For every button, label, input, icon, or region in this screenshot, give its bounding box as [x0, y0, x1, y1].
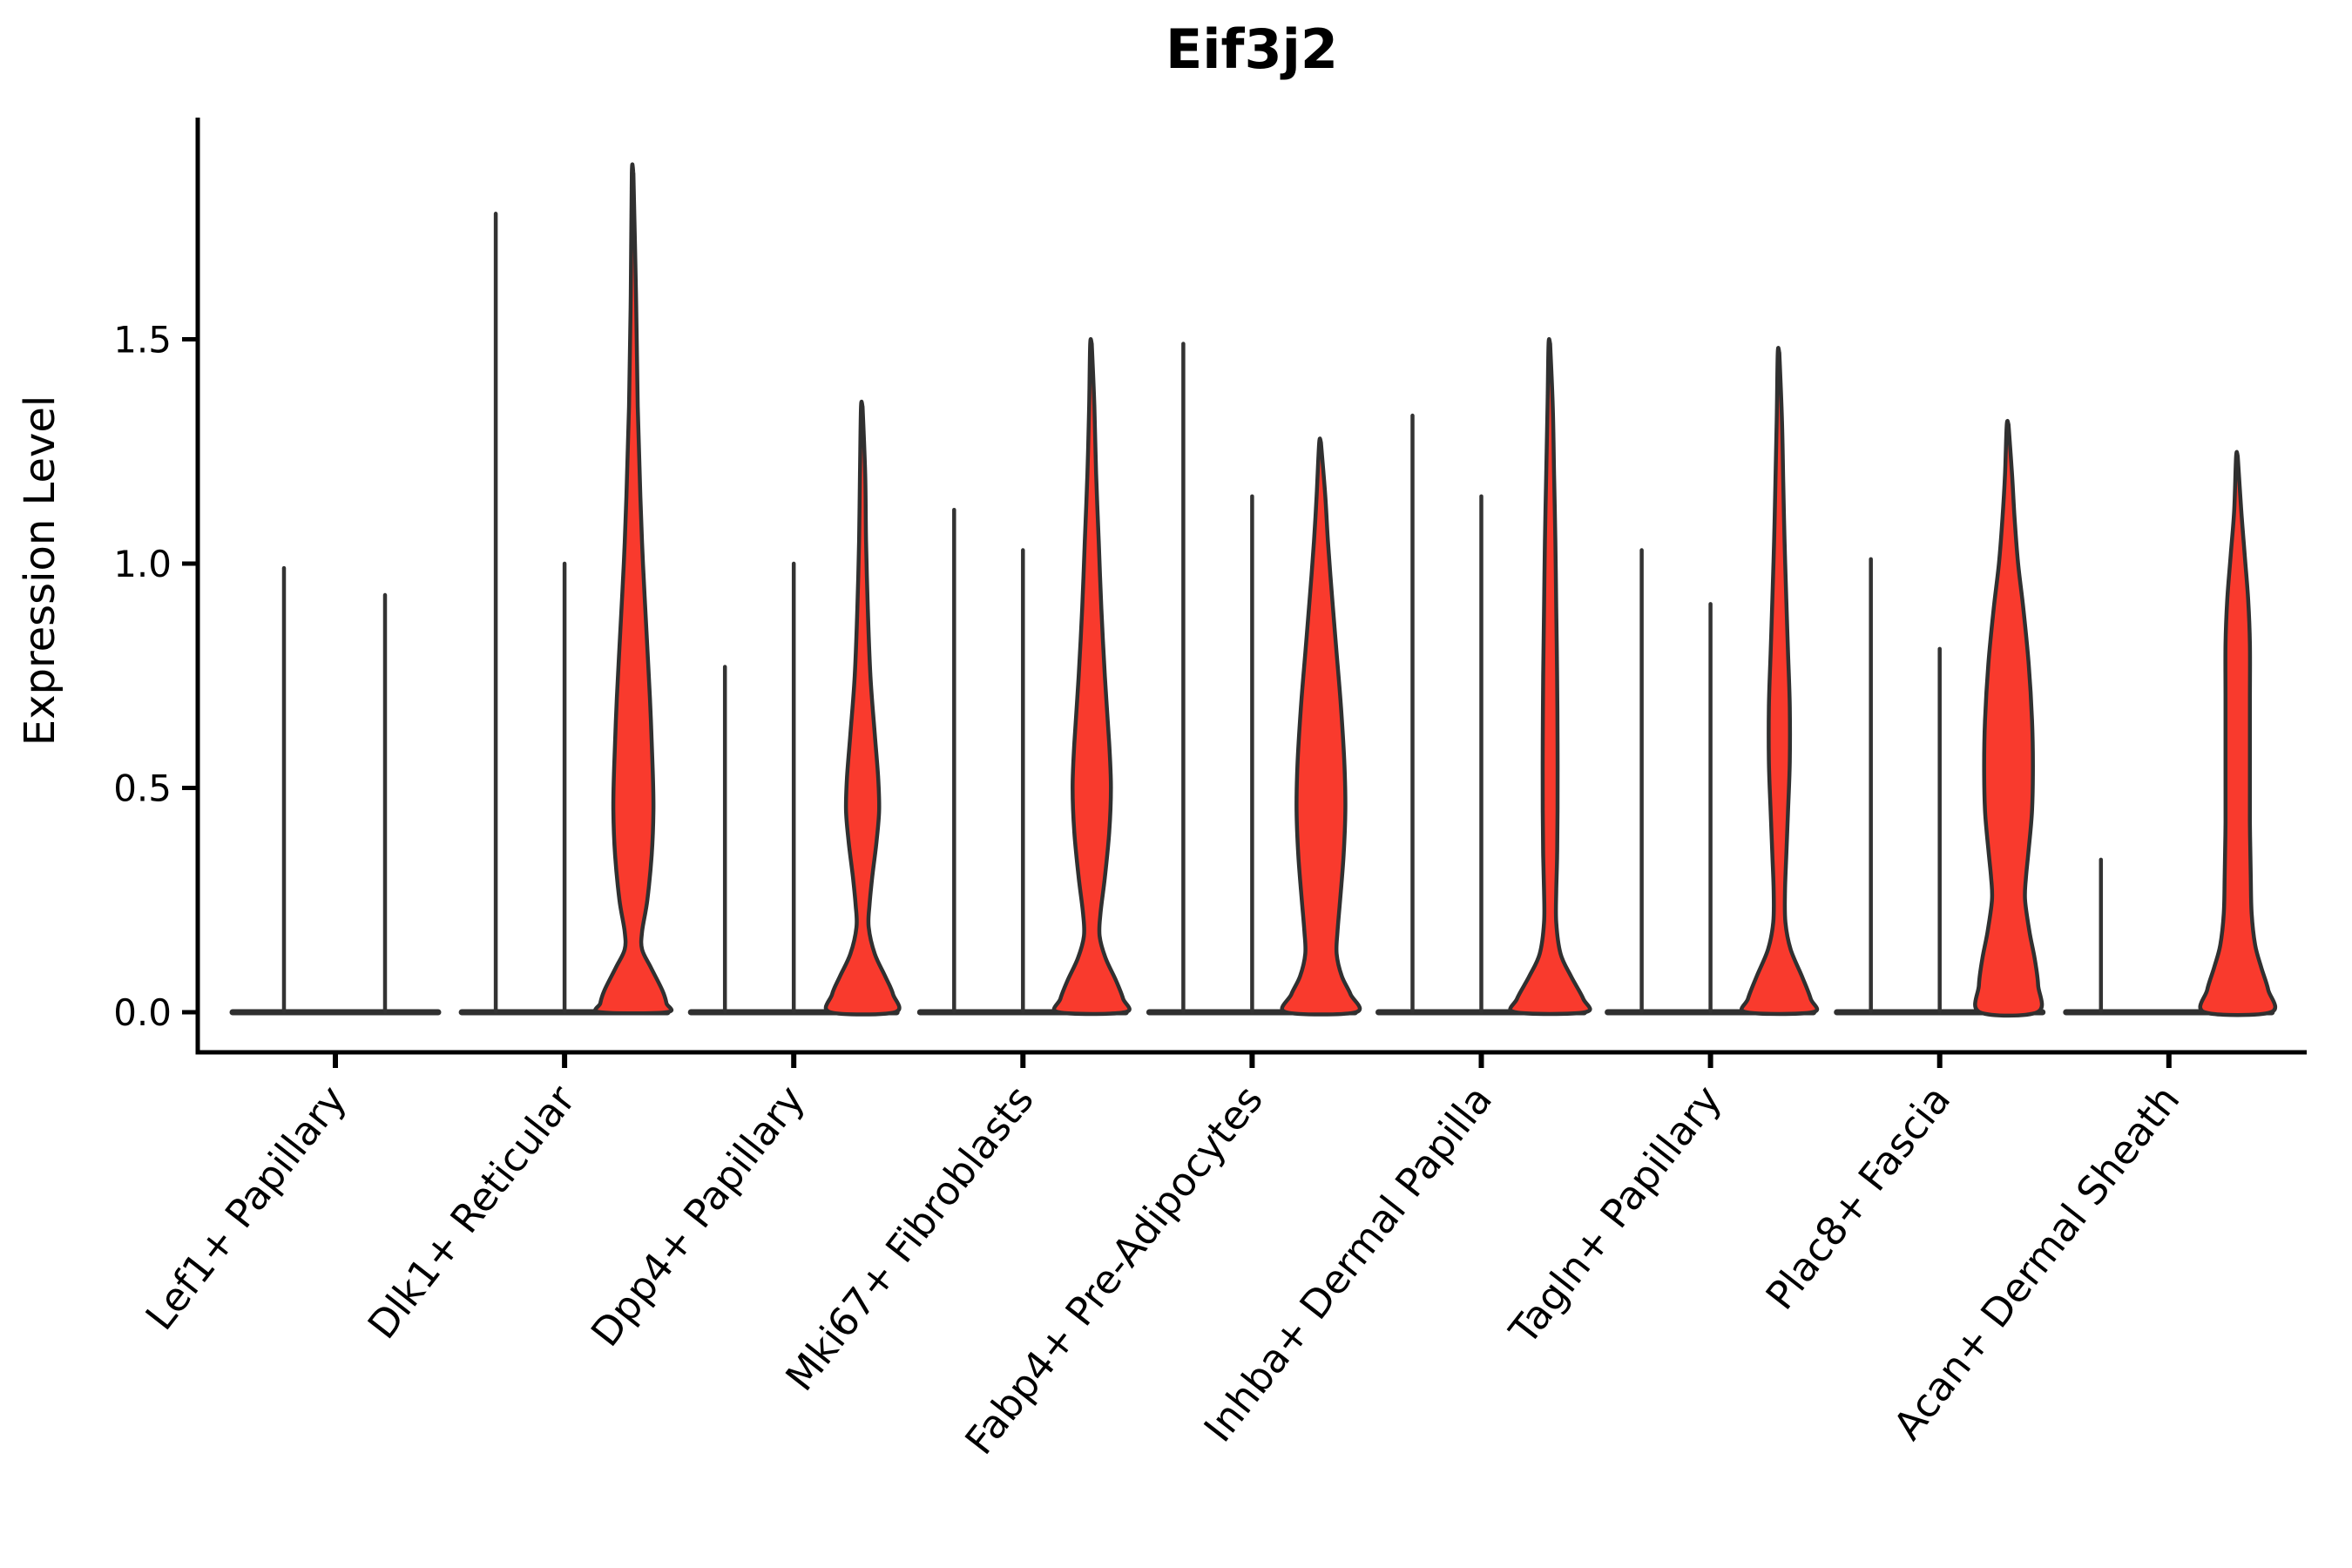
x-tick-label: Plac8+ Fascia	[1757, 1077, 1960, 1318]
y-axis-ticks: 0.0 0.5 1.0 1.5	[113, 319, 198, 1034]
y-axis-label: Expression Level	[16, 395, 64, 747]
red-violin	[823, 399, 902, 1017]
red-violin	[1973, 418, 2044, 1018]
x-tick-label: Dpp4+ Papillary	[582, 1077, 814, 1355]
x-tick-label: Mki67+ Fibroblasts	[776, 1077, 1043, 1399]
x-tick-label: Lef1+ Papillary	[137, 1077, 355, 1338]
red-violin	[1051, 337, 1132, 1017]
y-tick-label: 0.0	[113, 991, 172, 1034]
red-violin	[593, 162, 674, 1016]
x-tick-label: Dlk1+ Reticular	[359, 1077, 585, 1348]
violins-layer	[229, 162, 2277, 1018]
red-violin	[2198, 449, 2277, 1017]
red-violin	[1508, 337, 1592, 1017]
x-tick-label: Tagln+ Papillary	[1500, 1077, 1730, 1354]
red-violin	[1740, 346, 1820, 1017]
chart-title: Eif3j2	[1166, 17, 1338, 81]
y-tick-label: 0.5	[113, 767, 172, 810]
red-violin	[1280, 436, 1362, 1017]
y-tick-label: 1.0	[113, 543, 172, 585]
y-tick-label: 1.5	[113, 319, 172, 362]
